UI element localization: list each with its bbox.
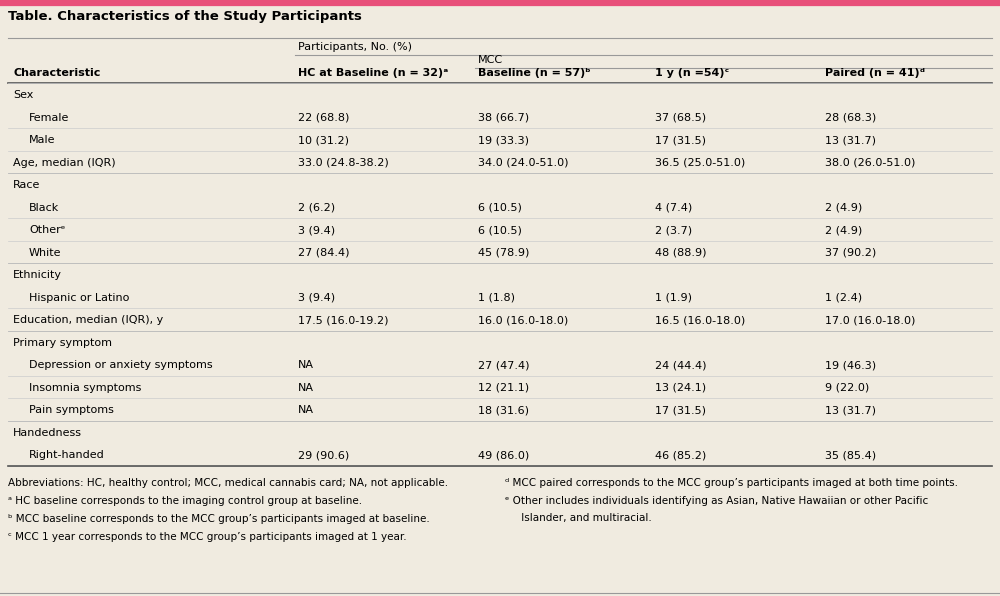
Text: 17.0 (16.0-18.0): 17.0 (16.0-18.0)	[825, 315, 915, 325]
Text: 1 y (n =54)ᶜ: 1 y (n =54)ᶜ	[655, 68, 729, 78]
Text: Baseline (n = 57)ᵇ: Baseline (n = 57)ᵇ	[478, 68, 591, 78]
Text: 2 (6.2): 2 (6.2)	[298, 203, 335, 213]
Text: Race: Race	[13, 181, 40, 190]
Text: 19 (46.3): 19 (46.3)	[825, 361, 876, 370]
Text: 12 (21.1): 12 (21.1)	[478, 383, 529, 393]
Text: Depression or anxiety symptoms: Depression or anxiety symptoms	[29, 361, 213, 370]
Text: NA: NA	[298, 361, 314, 370]
Text: 28 (68.3): 28 (68.3)	[825, 113, 876, 123]
Text: 27 (47.4): 27 (47.4)	[478, 361, 530, 370]
Text: 36.5 (25.0-51.0): 36.5 (25.0-51.0)	[655, 158, 745, 168]
Text: 17 (31.5): 17 (31.5)	[655, 405, 706, 415]
Text: 46 (85.2): 46 (85.2)	[655, 451, 706, 460]
Text: 24 (44.4): 24 (44.4)	[655, 361, 706, 370]
Text: 13 (24.1): 13 (24.1)	[655, 383, 706, 393]
Text: 49 (86.0): 49 (86.0)	[478, 451, 529, 460]
Text: 2 (4.9): 2 (4.9)	[825, 225, 862, 235]
Text: 2 (4.9): 2 (4.9)	[825, 203, 862, 213]
Text: Male: Male	[29, 135, 56, 145]
Text: Characteristic: Characteristic	[13, 68, 100, 78]
Text: 3 (9.4): 3 (9.4)	[298, 225, 335, 235]
Text: ᶜ MCC 1 year corresponds to the MCC group’s participants imaged at 1 year.: ᶜ MCC 1 year corresponds to the MCC grou…	[8, 532, 407, 542]
Text: Black: Black	[29, 203, 59, 213]
Text: 1 (1.8): 1 (1.8)	[478, 293, 515, 303]
Text: 16.5 (16.0-18.0): 16.5 (16.0-18.0)	[655, 315, 745, 325]
Text: Age, median (IQR): Age, median (IQR)	[13, 158, 116, 168]
Text: 1 (1.9): 1 (1.9)	[655, 293, 692, 303]
Text: NA: NA	[298, 383, 314, 393]
Text: 18 (31.6): 18 (31.6)	[478, 405, 529, 415]
Text: 22 (68.8): 22 (68.8)	[298, 113, 349, 123]
Text: Right-handed: Right-handed	[29, 451, 105, 460]
Text: 38 (66.7): 38 (66.7)	[478, 113, 529, 123]
Text: Handedness: Handedness	[13, 428, 82, 438]
Text: 17 (31.5): 17 (31.5)	[655, 135, 706, 145]
Text: 19 (33.3): 19 (33.3)	[478, 135, 529, 145]
Text: Ethnicity: Ethnicity	[13, 271, 62, 280]
Text: 48 (88.9): 48 (88.9)	[655, 248, 706, 258]
Text: Female: Female	[29, 113, 69, 123]
Text: White: White	[29, 248, 62, 258]
Text: Islander, and multiracial.: Islander, and multiracial.	[505, 514, 652, 523]
Text: 6 (10.5): 6 (10.5)	[478, 225, 522, 235]
Text: 37 (90.2): 37 (90.2)	[825, 248, 876, 258]
Text: 6 (10.5): 6 (10.5)	[478, 203, 522, 213]
Text: ᵉ Other includes individuals identifying as Asian, Native Hawaiian or other Paci: ᵉ Other includes individuals identifying…	[505, 495, 928, 505]
Text: 2 (3.7): 2 (3.7)	[655, 225, 692, 235]
Text: 38.0 (26.0-51.0): 38.0 (26.0-51.0)	[825, 158, 915, 168]
Text: Paired (n = 41)ᵈ: Paired (n = 41)ᵈ	[825, 68, 925, 78]
Text: Pain symptoms: Pain symptoms	[29, 405, 114, 415]
Text: 35 (85.4): 35 (85.4)	[825, 451, 876, 460]
Text: 13 (31.7): 13 (31.7)	[825, 405, 876, 415]
Text: Insomnia symptoms: Insomnia symptoms	[29, 383, 141, 393]
Text: MCC: MCC	[478, 55, 503, 65]
Text: 9 (22.0): 9 (22.0)	[825, 383, 869, 393]
Text: Participants, No. (%): Participants, No. (%)	[298, 42, 412, 52]
Text: ᵈ MCC paired corresponds to the MCC group’s participants imaged at both time poi: ᵈ MCC paired corresponds to the MCC grou…	[505, 477, 958, 488]
Text: Abbreviations: HC, healthy control; MCC, medical cannabis card; NA, not applicab: Abbreviations: HC, healthy control; MCC,…	[8, 477, 448, 488]
Text: Primary symptom: Primary symptom	[13, 338, 112, 348]
Text: NA: NA	[298, 405, 314, 415]
Text: 45 (78.9): 45 (78.9)	[478, 248, 529, 258]
Text: 33.0 (24.8-38.2): 33.0 (24.8-38.2)	[298, 158, 389, 168]
Text: ᵇ MCC baseline corresponds to the MCC group’s participants imaged at baseline.: ᵇ MCC baseline corresponds to the MCC gr…	[8, 514, 430, 523]
Text: ᵃ HC baseline corresponds to the imaging control group at baseline.: ᵃ HC baseline corresponds to the imaging…	[8, 495, 362, 505]
Text: 1 (2.4): 1 (2.4)	[825, 293, 862, 303]
Text: Sex: Sex	[13, 91, 33, 100]
Text: 10 (31.2): 10 (31.2)	[298, 135, 349, 145]
Text: Table. Characteristics of the Study Participants: Table. Characteristics of the Study Part…	[8, 10, 362, 23]
Text: 3 (9.4): 3 (9.4)	[298, 293, 335, 303]
Text: 17.5 (16.0-19.2): 17.5 (16.0-19.2)	[298, 315, 388, 325]
Text: Otherᵉ: Otherᵉ	[29, 225, 65, 235]
Text: 37 (68.5): 37 (68.5)	[655, 113, 706, 123]
Text: 27 (84.4): 27 (84.4)	[298, 248, 350, 258]
Text: 34.0 (24.0-51.0): 34.0 (24.0-51.0)	[478, 158, 568, 168]
Text: 29 (90.6): 29 (90.6)	[298, 451, 349, 460]
Text: Education, median (IQR), y: Education, median (IQR), y	[13, 315, 163, 325]
Text: 13 (31.7): 13 (31.7)	[825, 135, 876, 145]
Text: Hispanic or Latino: Hispanic or Latino	[29, 293, 129, 303]
Text: 16.0 (16.0-18.0): 16.0 (16.0-18.0)	[478, 315, 568, 325]
Text: HC at Baseline (n = 32)ᵃ: HC at Baseline (n = 32)ᵃ	[298, 68, 448, 78]
Text: 4 (7.4): 4 (7.4)	[655, 203, 692, 213]
